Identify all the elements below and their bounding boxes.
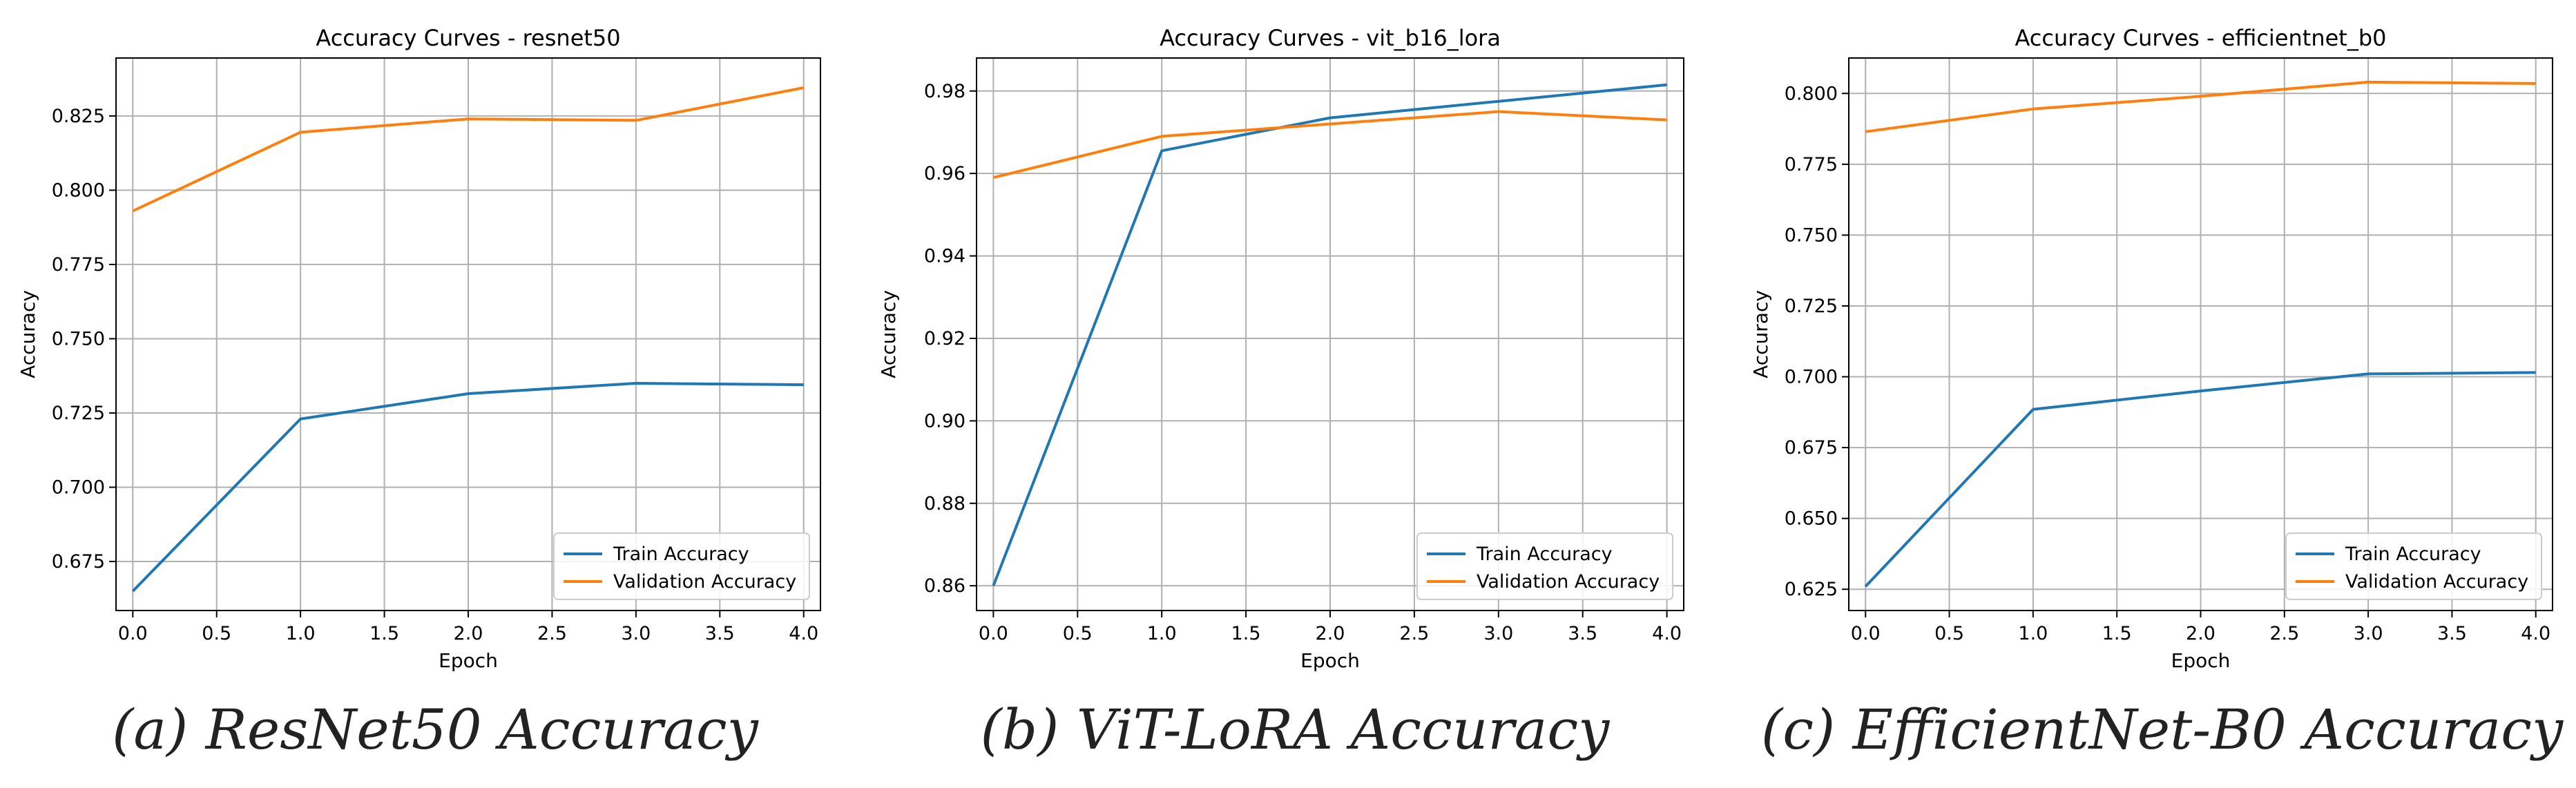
x-tick-label: 1.5 [369, 623, 399, 644]
y-tick-label: 0.775 [52, 254, 105, 276]
y-tick-label: 0.750 [52, 328, 105, 349]
y-axis-label: Accuracy [1749, 290, 1772, 378]
x-tick-label: 2.0 [1316, 623, 1345, 644]
y-tick-label: 0.775 [1785, 154, 1838, 175]
y-tick-label: 0.650 [1785, 508, 1838, 530]
y-tick-label: 0.750 [1785, 224, 1838, 246]
validation-accuracy-line [132, 86, 805, 213]
legend-label-validation: Validation Accuracy [613, 571, 796, 593]
legend: Train Accuracy Validation Accuracy [2285, 532, 2542, 600]
x-tick-label: 4.0 [789, 623, 818, 644]
y-tick-label: 0.625 [1785, 579, 1838, 600]
y-tick-label: 0.825 [52, 106, 105, 127]
legend: Train Accuracy Validation Accuracy [1416, 532, 1673, 600]
legend-label-train: Train Accuracy [613, 544, 749, 565]
caption-efficientnet-b0: (c) EfficientNet-B0 Accuracy [1761, 698, 2564, 762]
y-axis-label: Accuracy [877, 290, 900, 378]
x-tick-label: 0.5 [1063, 623, 1093, 644]
x-tick-label: 2.0 [2186, 623, 2215, 644]
y-tick-label: 0.800 [1785, 83, 1838, 104]
train-accuracy-line [992, 83, 1667, 586]
y-tick-label: 0.92 [924, 328, 965, 349]
x-tick-label: 3.5 [1568, 623, 1597, 644]
x-tick-label: 0.0 [118, 623, 148, 644]
legend-label-validation: Validation Accuracy [2345, 571, 2528, 593]
y-tick-label: 0.90 [924, 410, 965, 432]
chart-vit-b16-lora: 0.0 0.5 1.0 1.5 2.0 2.5 3.0 3.5 4.0 0.86 0.88 0.90 0… [877, 25, 1684, 672]
y-axis-label: Accuracy [17, 290, 39, 378]
chart-title: Accuracy Curves - vit_b16_lora [1160, 25, 1501, 51]
caption-resnet50: (a) ResNet50 Accuracy [112, 698, 758, 762]
validation-accuracy-line [1865, 80, 2536, 133]
x-tick-label: 0.0 [1851, 623, 1881, 644]
chart-resnet50: 0.0 0.5 1.0 1.5 2.0 2.5 3.0 3.5 4.0 0.675 0.700 0.7… [17, 25, 821, 672]
train-accuracy-line [1864, 371, 2536, 588]
chart-efficientnet-b0: 0.0 0.5 1.0 1.5 2.0 2.5 3.0 3.5 4.0 0.625 0.650 0.6… [1749, 25, 2553, 672]
x-axis-label: Epoch [1300, 649, 1360, 672]
legend-box [553, 532, 810, 600]
y-tick-label: 0.675 [52, 551, 105, 573]
x-tick-label: 1.5 [2102, 623, 2132, 644]
x-tick-label: 3.5 [705, 623, 735, 644]
y-tick-label: 0.700 [1785, 367, 1838, 388]
legend-box [1416, 532, 1673, 600]
caption-vit-lora: (b) ViT-LoRA Accuracy [980, 698, 1610, 762]
y-tick-label: 0.725 [1785, 296, 1838, 317]
x-tick-label: 4.0 [2521, 623, 2550, 644]
legend: Train Accuracy Validation Accuracy [553, 532, 810, 600]
x-tick-label: 1.0 [1147, 623, 1177, 644]
x-tick-label: 1.0 [286, 623, 316, 644]
x-tick-label: 2.0 [454, 623, 483, 644]
validation-accuracy-line [992, 110, 1667, 180]
train-accuracy-line [131, 382, 804, 593]
y-tick-label: 0.98 [924, 81, 965, 102]
y-tick-label: 0.86 [924, 575, 965, 597]
x-tick-label: 3.0 [621, 623, 651, 644]
y-tick-label: 0.675 [1785, 437, 1838, 459]
x-tick-label: 0.5 [1934, 623, 1964, 644]
chart-title: Accuracy Curves - efficientnet_b0 [2015, 25, 2386, 51]
x-tick-label: 2.5 [2269, 623, 2299, 644]
x-tick-label: 3.5 [2437, 623, 2467, 644]
x-axis-label: Epoch [439, 649, 498, 672]
x-tick-label: 1.0 [2018, 623, 2048, 644]
y-tick-label: 0.94 [924, 246, 965, 267]
legend-box [2285, 532, 2542, 600]
y-tick-label: 0.800 [52, 180, 105, 201]
x-tick-label: 0.5 [202, 623, 231, 644]
legend-label-train: Train Accuracy [1476, 544, 1613, 565]
y-tick-label: 0.96 [924, 163, 965, 184]
chart-title: Accuracy Curves - resnet50 [316, 25, 620, 51]
x-tick-label: 2.5 [1399, 623, 1429, 644]
y-tick-label: 0.700 [52, 477, 105, 499]
x-axis-label: Epoch [2171, 649, 2231, 672]
legend-label-validation: Validation Accuracy [1477, 571, 1660, 593]
x-tick-label: 3.0 [1483, 623, 1513, 644]
y-tick-label: 0.725 [52, 403, 105, 424]
x-tick-label: 3.0 [2354, 623, 2383, 644]
x-tick-label: 4.0 [1652, 623, 1682, 644]
legend-label-train: Train Accuracy [2345, 544, 2481, 565]
x-tick-label: 0.0 [979, 623, 1008, 644]
y-tick-label: 0.88 [924, 493, 965, 515]
x-tick-label: 2.5 [537, 623, 567, 644]
x-tick-label: 1.5 [1231, 623, 1261, 644]
